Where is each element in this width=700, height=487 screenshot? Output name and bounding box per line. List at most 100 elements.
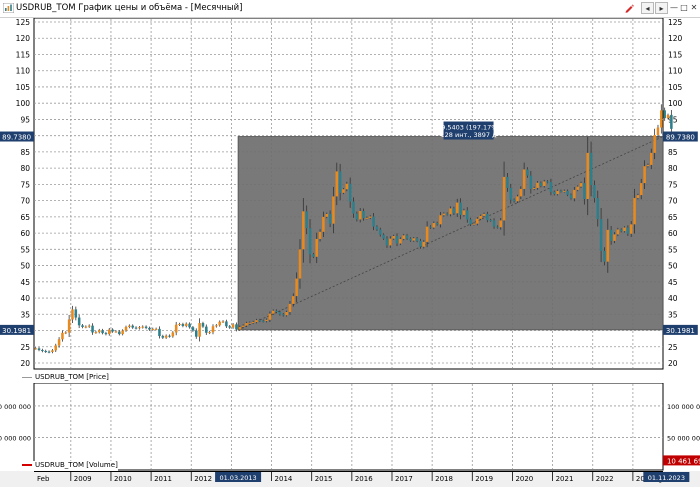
price-tick-label-left: 45	[20, 278, 30, 287]
price-tick-label-left: 85	[20, 148, 30, 157]
price-tick-label: 75	[668, 180, 678, 189]
candle-body	[57, 339, 61, 346]
candle-body	[432, 223, 436, 228]
minimize-icon[interactable]: —	[670, 3, 678, 12]
price-legend-swatch	[22, 376, 32, 378]
candle-body	[445, 213, 449, 215]
candle-body	[81, 325, 84, 327]
candle-body	[285, 312, 288, 316]
x-axis-label: 2014	[275, 475, 293, 483]
candle-body	[455, 202, 459, 214]
candle-body	[148, 327, 151, 330]
candle-body	[399, 238, 402, 244]
candle-body	[375, 226, 379, 230]
price-tick-label: 65	[668, 213, 678, 222]
close-icon[interactable]: ✕	[690, 3, 698, 12]
maximize-icon[interactable]: □	[680, 3, 688, 12]
candle-body	[174, 324, 178, 333]
candle-body	[205, 326, 208, 333]
candle-body	[502, 176, 506, 221]
candle-body	[639, 183, 643, 196]
candle-body	[332, 196, 335, 224]
candle-body	[225, 321, 228, 327]
candle-body	[653, 135, 656, 153]
candle-body	[34, 348, 37, 350]
candle-body	[596, 198, 600, 220]
candle-body	[392, 236, 395, 239]
candle-body	[171, 332, 175, 337]
candle-body	[569, 194, 573, 199]
x-axis-label: 2015	[315, 475, 333, 483]
candle-body	[629, 224, 633, 234]
candle-body	[646, 164, 650, 167]
price-chart[interactable]: 1251201151101051009590858075706560555045…	[0, 18, 700, 370]
candle-body	[322, 216, 325, 232]
x-axis-label: 2017	[395, 475, 413, 483]
candle-body	[536, 182, 539, 188]
candle-body	[466, 210, 469, 220]
candle-body	[522, 169, 526, 189]
candle-body	[379, 229, 382, 235]
x-marker-start: 01.03.2013	[219, 474, 256, 482]
candle-body	[546, 181, 549, 183]
price-tick-label: 60	[668, 229, 678, 238]
edit-icon[interactable]	[623, 2, 636, 14]
candle-body	[603, 250, 606, 262]
x-marker-end-bg	[643, 472, 690, 482]
scroll-right-icon[interactable]: ▸	[655, 2, 668, 14]
candle-body	[355, 213, 359, 220]
candle-body	[134, 327, 138, 329]
candle-body	[650, 152, 653, 165]
candle-body	[372, 216, 375, 227]
x-axis: Feb2009201020112012201320142015201620172…	[0, 471, 700, 487]
candle-body	[482, 213, 486, 216]
candle-body	[509, 187, 513, 200]
candle-body	[41, 350, 44, 352]
candle-body	[529, 175, 533, 189]
candle-body	[425, 226, 429, 242]
candle-body	[422, 241, 426, 247]
x-axis-label: 2010	[114, 475, 132, 483]
candle-body	[255, 320, 258, 323]
candle-body	[261, 320, 265, 322]
candle-body	[335, 171, 339, 197]
candle-body	[499, 220, 503, 228]
candle-body	[161, 336, 165, 338]
candle-body	[439, 215, 442, 225]
volume-chart[interactable]: 100 000 000 100 000 000 50 000 000 50 000 0…	[0, 383, 700, 471]
candle-body	[415, 238, 419, 241]
candle-body	[385, 238, 389, 246]
price-tick-label: 50	[668, 262, 678, 271]
candle-body	[181, 324, 185, 326]
x-axis-label: Feb	[37, 475, 50, 483]
candle-body	[566, 190, 569, 195]
x-marker-end: 01.11.2023	[648, 474, 685, 482]
candle-body	[609, 229, 613, 241]
candle-body	[315, 238, 318, 257]
price-tick-label-left: 95	[20, 115, 30, 124]
candle-body	[221, 321, 225, 323]
volume-series-legend: USDRUB_TOM [Volume]	[22, 461, 118, 471]
price-tick-label-left: 20	[20, 359, 30, 368]
candle-body	[512, 199, 516, 202]
title-bar[interactable]: USDRUB_TOM График цены и объёма - [Месяч…	[0, 0, 700, 18]
candle-body	[670, 114, 673, 129]
volume-tick-label-right: 100 000 000	[667, 403, 700, 411]
candle-body	[519, 188, 523, 197]
measure-label-box	[443, 121, 494, 140]
scroll-left-icon[interactable]: ◂	[641, 2, 654, 14]
candle-body	[358, 211, 362, 220]
candle-body	[241, 325, 245, 327]
candle-body	[486, 213, 489, 221]
candle-body	[449, 208, 452, 215]
candle-body	[663, 110, 666, 119]
candle-body	[506, 176, 509, 188]
left-lower-marker: 30.1981	[2, 327, 31, 335]
price-tick-label-left: 70	[20, 197, 30, 206]
price-tick-label: 125	[668, 18, 683, 27]
candle-body	[532, 187, 536, 189]
candle-body	[94, 332, 98, 334]
candle-body	[636, 195, 640, 199]
left-upper-marker: 89.7380	[2, 134, 31, 142]
candle-body	[158, 328, 161, 337]
